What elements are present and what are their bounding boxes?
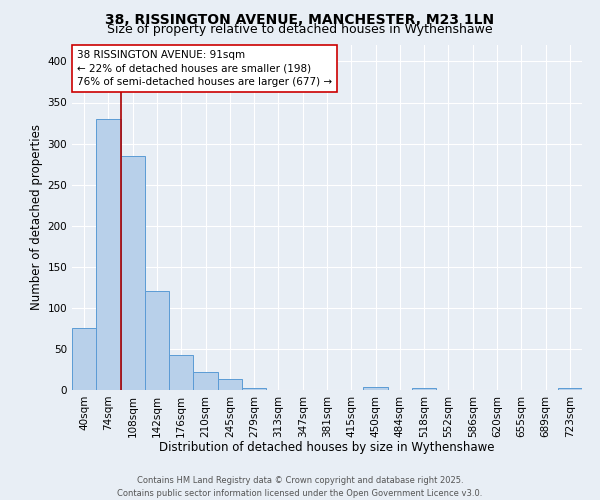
Bar: [169, 354, 193, 390]
Text: Size of property relative to detached houses in Wythenshawe: Size of property relative to detached ho…: [107, 22, 493, 36]
Bar: [96, 119, 121, 390]
Text: Contains HM Land Registry data © Crown copyright and database right 2025.
Contai: Contains HM Land Registry data © Crown c…: [118, 476, 482, 498]
Bar: [193, 372, 218, 390]
Bar: [121, 156, 145, 390]
Bar: [412, 388, 436, 390]
Y-axis label: Number of detached properties: Number of detached properties: [30, 124, 43, 310]
Text: 38 RISSINGTON AVENUE: 91sqm
← 22% of detached houses are smaller (198)
76% of se: 38 RISSINGTON AVENUE: 91sqm ← 22% of det…: [77, 50, 332, 86]
Bar: [145, 292, 169, 390]
X-axis label: Distribution of detached houses by size in Wythenshawe: Distribution of detached houses by size …: [159, 441, 495, 454]
Bar: [558, 388, 582, 390]
Bar: [218, 380, 242, 390]
Bar: [364, 386, 388, 390]
Text: 38, RISSINGTON AVENUE, MANCHESTER, M23 1LN: 38, RISSINGTON AVENUE, MANCHESTER, M23 1…: [106, 12, 494, 26]
Bar: [242, 388, 266, 390]
Bar: [72, 328, 96, 390]
